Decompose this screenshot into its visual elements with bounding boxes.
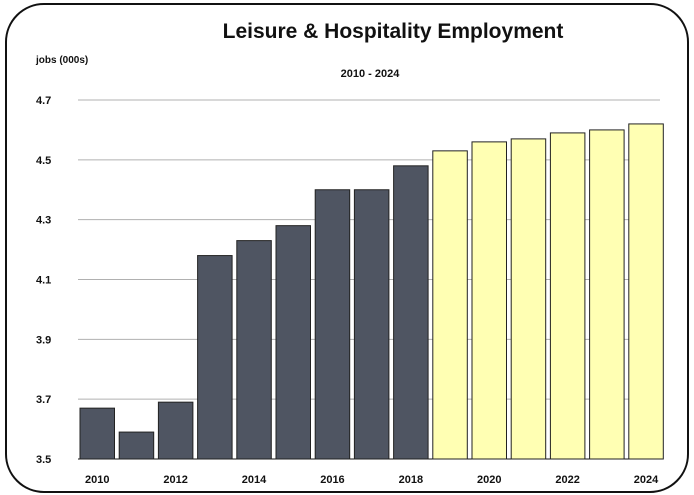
bar-2016: [314, 189, 351, 460]
y-tick-labels: 3.5 3.7 3.9 4.1 4.3 4.5 4.7: [36, 95, 51, 466]
bar-2013: [197, 255, 233, 460]
x-tick-label: 2016: [320, 474, 344, 486]
y-tick-label: 4.3: [36, 215, 51, 227]
y-tick-label: 3.7: [36, 394, 51, 406]
chart-title: Leisure & Hospitality Employment: [223, 20, 564, 43]
bar-2017: [353, 189, 390, 460]
y-tick-label: 4.1: [36, 275, 51, 287]
bar-2018: [393, 165, 429, 460]
bar-2024: [628, 123, 664, 460]
bar-2022: [549, 132, 586, 460]
bar-2023: [589, 129, 625, 460]
bar-2012: [157, 401, 194, 460]
x-tick-label: 2014: [242, 474, 267, 486]
bar-2010: [79, 407, 115, 460]
bar-2020: [471, 141, 507, 460]
x-tick-labels: 2010 2012 2014 2016 2018 2020 2022 2024: [85, 474, 659, 486]
x-tick-label: 2012: [163, 474, 187, 486]
bar-2014: [236, 240, 272, 460]
bar-2011: [118, 431, 155, 460]
y-axis-label: jobs (000s): [35, 55, 88, 66]
chart-subtitle: 2010 - 2024: [341, 68, 401, 80]
y-tick-label: 4.7: [36, 95, 51, 107]
x-tick-label: 2018: [399, 474, 423, 486]
x-tick-label: 2010: [85, 474, 109, 486]
x-tick-label: 2022: [555, 474, 579, 486]
y-tick-label: 4.5: [36, 155, 51, 167]
bars: [79, 123, 664, 460]
bar-2021: [510, 138, 547, 460]
x-tick-label: 2024: [634, 474, 659, 486]
x-tick-label: 2020: [477, 474, 501, 486]
bar-2019: [432, 150, 468, 460]
bar-2015: [275, 225, 311, 460]
y-tick-label: 3.9: [36, 334, 51, 346]
y-tick-label: 3.5: [36, 454, 51, 466]
